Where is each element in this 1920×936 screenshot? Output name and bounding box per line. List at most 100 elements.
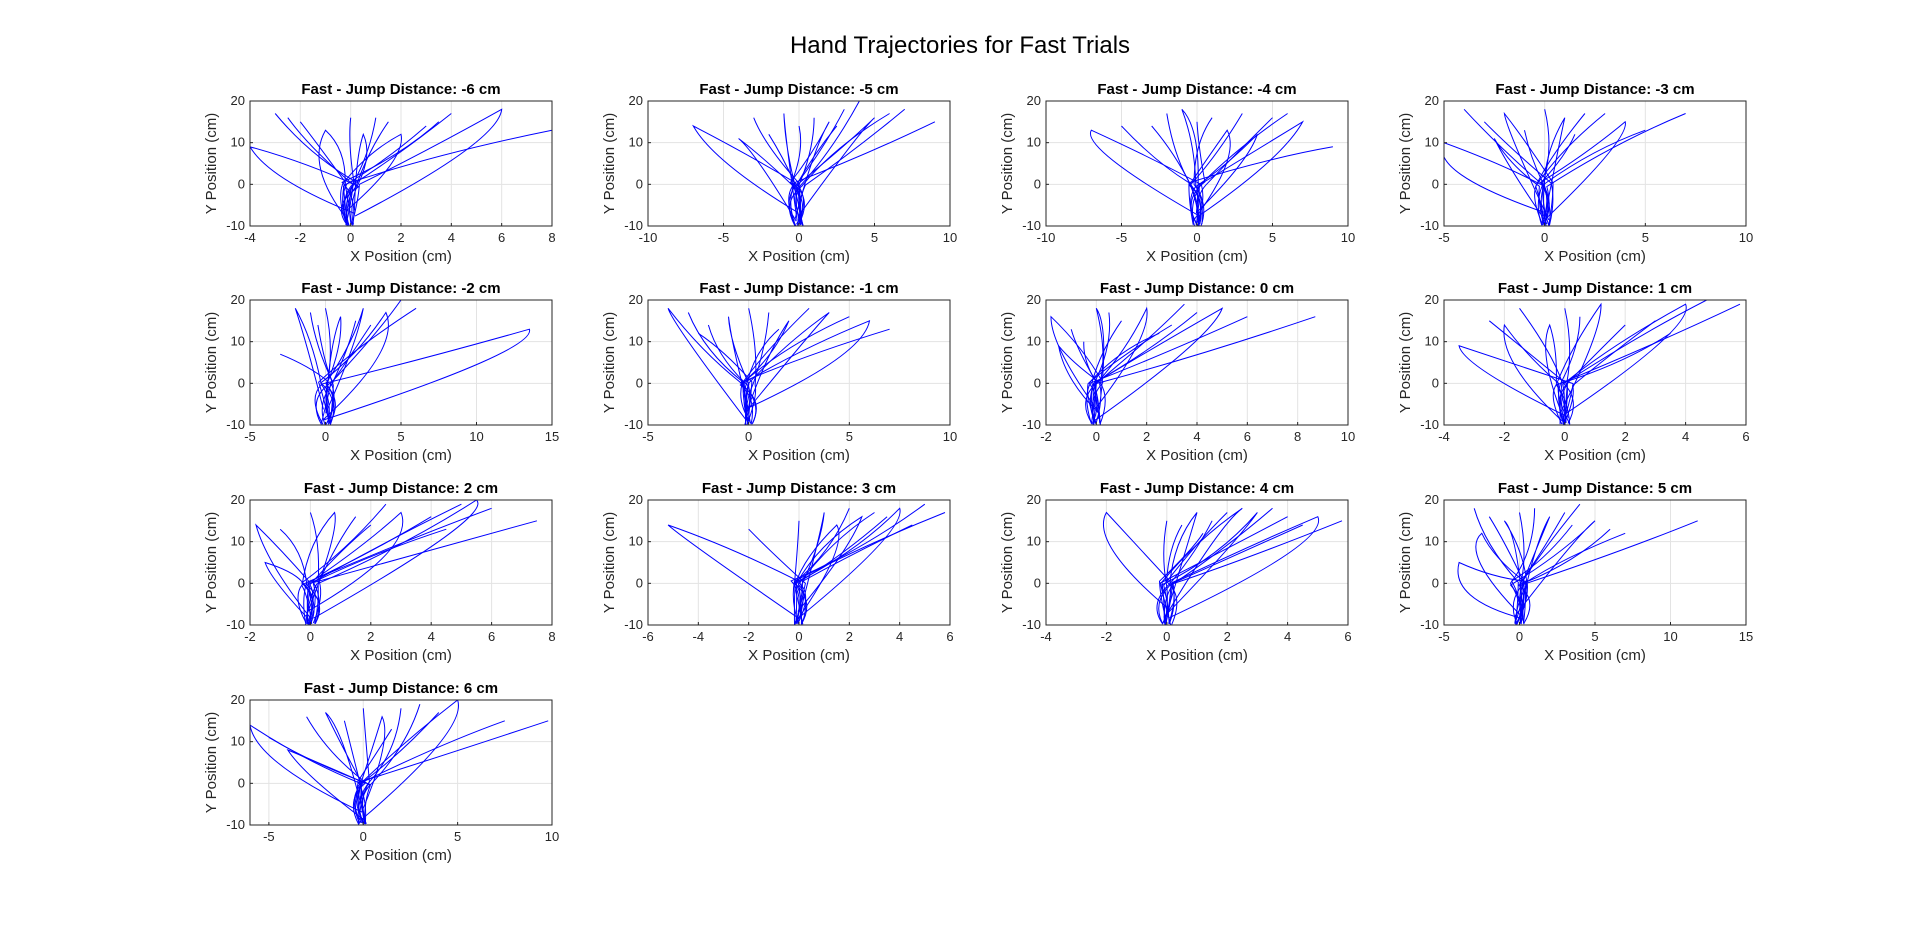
y-axis-label: Y Position (cm) xyxy=(601,113,618,214)
trajectory-line xyxy=(354,720,505,824)
x-tick-label: 4 xyxy=(1284,629,1291,644)
y-tick-label: -10 xyxy=(226,617,245,632)
trajectory-line xyxy=(325,316,342,424)
y-axis-label: Y Position (cm) xyxy=(999,113,1016,214)
y-tick-label: 20 xyxy=(1425,292,1439,307)
x-axis-label: X Position (cm) xyxy=(1544,647,1646,664)
trajectory-line xyxy=(1511,524,1573,624)
subplot-title: Fast - Jump Distance: -5 cm xyxy=(699,81,898,98)
trajectory-line xyxy=(1537,109,1550,226)
y-axis-label: Y Position (cm) xyxy=(999,512,1016,613)
y-tick-label: -10 xyxy=(1420,218,1439,233)
subplot-11: -5 0 5 10 15 -10 0 10 20 Fast - Jump Distance: 5 … xyxy=(1397,480,1753,664)
x-tick-label: -5 xyxy=(1438,629,1450,644)
x-tick-label: 6 xyxy=(488,629,495,644)
y-tick-label: 10 xyxy=(1425,334,1439,349)
y-axis-label: Y Position (cm) xyxy=(203,512,220,613)
axes-box xyxy=(1443,299,1747,426)
y-tick-label: 20 xyxy=(231,692,245,707)
trajectory-line xyxy=(301,503,387,625)
x-tick-label: 10 xyxy=(943,230,957,245)
y-tick-label: 0 xyxy=(238,176,245,191)
trajectory-line xyxy=(1057,343,1106,425)
trajectory-line xyxy=(301,511,336,625)
x-tick-label: -2 xyxy=(743,629,755,644)
x-tick-label: 10 xyxy=(943,429,957,444)
trajectory-line xyxy=(1168,520,1343,624)
trajectories xyxy=(667,307,890,425)
y-tick-label: 0 xyxy=(1432,176,1439,191)
y-tick-label: 10 xyxy=(231,135,245,150)
x-tick-label: -2 xyxy=(295,230,307,245)
x-axis-label: X Position (cm) xyxy=(748,647,850,664)
x-tick-label: -5 xyxy=(263,829,275,844)
trajectory-line xyxy=(1503,111,1554,225)
y-axis-label: Y Position (cm) xyxy=(999,312,1016,413)
trajectory-line xyxy=(346,121,389,226)
y-tick-label: 20 xyxy=(231,292,245,307)
x-tick-label: 10 xyxy=(1663,629,1677,644)
trajectory-line xyxy=(306,500,479,625)
trajectory-line xyxy=(667,307,749,424)
x-tick-label: 6 xyxy=(1244,429,1251,444)
y-tick-label: 20 xyxy=(629,492,643,507)
plot-area xyxy=(250,500,552,625)
subplot-5: -5 0 5 10 -10 0 10 20 Fast - Jump Distance: -1 c… xyxy=(601,280,957,464)
trajectories xyxy=(1457,503,1698,625)
subplot-6: -2 0 2 4 6 8 10 -10 0 10 20 Fast - Jump Distance: 0… xyxy=(999,280,1355,464)
y-tick-label: 0 xyxy=(636,176,643,191)
trajectory-line xyxy=(795,515,863,624)
trajectory-line xyxy=(1563,320,1656,425)
y-axis-label: Y Position (cm) xyxy=(203,312,220,413)
x-tick-label: -4 xyxy=(693,629,705,644)
y-tick-label: -10 xyxy=(226,218,245,233)
y-axis-label: Y Position (cm) xyxy=(1397,113,1414,214)
trajectory-line xyxy=(1562,303,1687,425)
y-tick-label: 10 xyxy=(629,334,643,349)
y-tick-label: 0 xyxy=(1432,575,1439,590)
trajectories xyxy=(1102,507,1343,625)
trajectory-line xyxy=(1540,120,1626,225)
y-tick-label: -10 xyxy=(1022,617,1041,632)
x-tick-label: -6 xyxy=(642,629,654,644)
trajectory-line xyxy=(1161,507,1243,624)
x-axis-label: X Position (cm) xyxy=(1544,248,1646,265)
x-tick-label: -2 xyxy=(244,629,256,644)
y-tick-label: 10 xyxy=(231,534,245,549)
y-tick-label: 20 xyxy=(629,292,643,307)
x-axis-label: X Position (cm) xyxy=(748,248,850,265)
trajectory-line xyxy=(1165,516,1320,625)
axes-box xyxy=(1045,499,1349,626)
trajectory-line xyxy=(1191,113,1288,226)
plot-area xyxy=(648,300,950,425)
trajectory-line xyxy=(1190,113,1243,225)
x-tick-label: 2 xyxy=(1224,629,1231,644)
y-tick-label: 20 xyxy=(629,93,643,108)
subplot-9: -6 -4 -2 0 2 4 6 -10 0 10 20 Fast - Jump Distance: … xyxy=(601,480,954,664)
trajectory-line xyxy=(320,311,389,424)
x-axis-label: X Position (cm) xyxy=(350,847,452,864)
trajectory-line xyxy=(1475,532,1528,625)
trajectory-line xyxy=(743,328,780,424)
y-tick-label: -10 xyxy=(226,817,245,832)
x-tick-label: 5 xyxy=(454,829,461,844)
x-tick-label: 15 xyxy=(545,429,559,444)
trajectory-line xyxy=(294,308,324,425)
y-tick-label: -10 xyxy=(226,417,245,432)
x-tick-label: 0 xyxy=(795,629,802,644)
subplot-10: -4 -2 0 2 4 6 -10 0 10 20 Fast - Jump Distance: 4 … xyxy=(999,480,1352,664)
trajectory-line xyxy=(1540,134,1576,226)
x-tick-label: -4 xyxy=(1040,629,1052,644)
x-tick-label: 5 xyxy=(397,429,404,444)
y-tick-label: 10 xyxy=(1027,334,1041,349)
x-tick-label: 0 xyxy=(1193,230,1200,245)
trajectory-line xyxy=(1089,129,1204,226)
y-tick-label: 10 xyxy=(1027,135,1041,150)
subplot-title: Fast - Jump Distance: 2 cm xyxy=(304,480,498,497)
y-tick-label: 20 xyxy=(231,93,245,108)
trajectory-line xyxy=(1523,520,1698,624)
x-tick-label: 10 xyxy=(469,429,483,444)
plot-area xyxy=(1046,500,1348,625)
